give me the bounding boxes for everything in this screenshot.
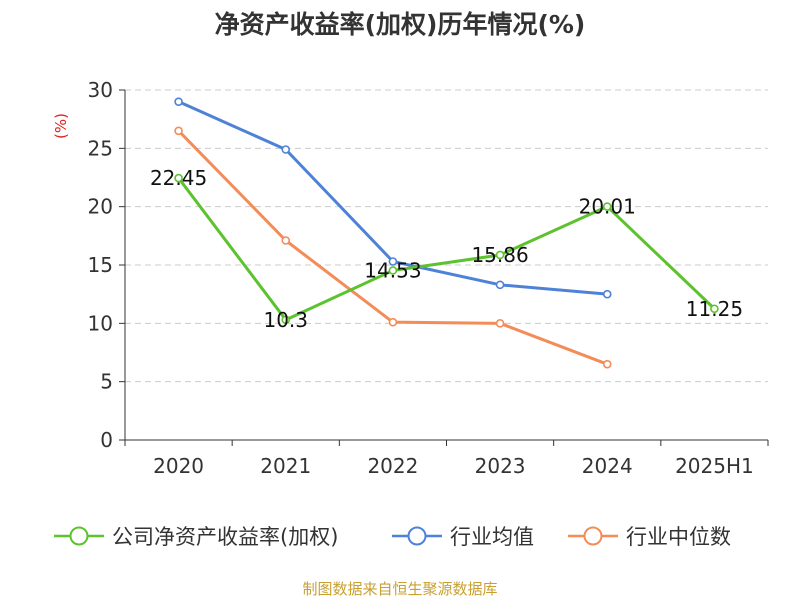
data-point	[602, 202, 612, 211]
data-label: 15.86	[471, 243, 528, 267]
y-tick-label: 15	[88, 253, 113, 277]
legend-item: 公司净资产收益率(加权)	[54, 525, 338, 549]
data-labels: 22.45 10.3 14.53 15.86 20.01 11.25	[150, 166, 743, 332]
x-tick-label: 2024	[582, 454, 633, 478]
series-1	[174, 97, 612, 299]
data-point	[495, 319, 505, 328]
legend-swatch-marker	[583, 526, 603, 546]
axes: 0 5 10 15 20 25 30 2020 2021 2022 2023 2024 2025H1	[88, 78, 769, 478]
legend-swatch-marker	[407, 526, 427, 546]
data-point	[388, 257, 398, 266]
data-point	[602, 289, 612, 299]
y-tick-label: 0	[100, 428, 113, 452]
legend-item: 行业中位数	[568, 525, 731, 549]
data-point	[495, 250, 505, 260]
data-point	[388, 266, 398, 275]
data-point	[281, 145, 291, 154]
series-line	[177, 129, 608, 366]
legend-swatch-marker	[69, 526, 89, 546]
data-point	[602, 359, 612, 369]
y-tick-label: 10	[88, 311, 113, 335]
data-point	[174, 126, 183, 136]
x-tick-label: 2021	[260, 454, 311, 478]
data-point	[388, 317, 398, 327]
series-layer	[174, 97, 719, 369]
data-point	[174, 97, 183, 106]
chart-title: 净资产收益率(加权)历年情况(%)	[215, 10, 586, 39]
y-tick-label: 5	[100, 370, 113, 394]
legend-label: 公司净资产收益率(加权)	[112, 525, 338, 549]
data-label: 20.01	[579, 195, 636, 219]
legend: 公司净资产收益率(加权) 行业均值 行业中位数	[54, 525, 731, 549]
y-tick-label: 25	[88, 136, 113, 160]
legend-label: 行业中位数	[626, 525, 731, 549]
data-point	[710, 304, 719, 314]
legend-item: 行业均值	[392, 525, 534, 549]
legend-label: 行业均值	[450, 525, 534, 549]
data-label: 10.3	[263, 308, 308, 332]
x-tick-label: 2020	[153, 454, 204, 478]
series-2	[174, 126, 612, 369]
data-point	[495, 280, 505, 290]
y-tick-label: 20	[88, 195, 113, 219]
series-line	[177, 177, 716, 322]
data-label: 11.25	[686, 297, 743, 321]
x-tick-label: 2023	[475, 454, 526, 478]
y-axis-unit-label: (%)	[52, 113, 70, 139]
data-point	[281, 236, 291, 245]
source-note: 制图数据来自恒生聚源数据库	[302, 580, 497, 598]
data-label: 22.45	[150, 166, 207, 190]
data-point	[281, 315, 291, 325]
y-tick-label: 30	[88, 78, 113, 102]
data-label: 14.53	[364, 258, 421, 282]
data-point	[174, 173, 183, 183]
x-tick-label: 2025H1	[675, 454, 754, 478]
x-tick-label: 2022	[367, 454, 418, 478]
series-0	[174, 173, 719, 325]
